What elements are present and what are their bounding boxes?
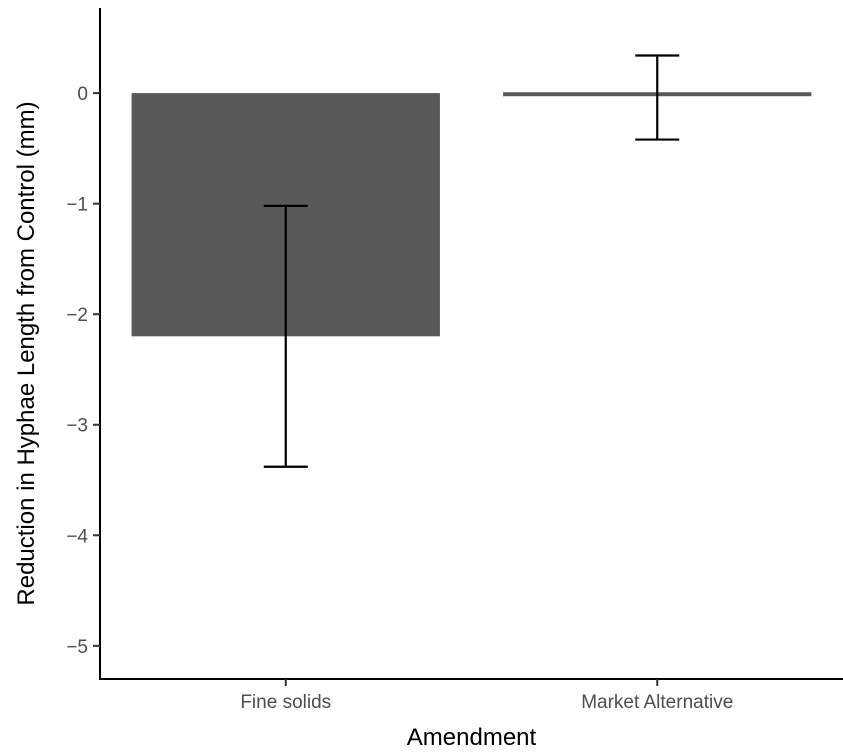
- y-tick-label: −5: [66, 637, 88, 658]
- error-bar-market-alternative: [635, 54, 680, 141]
- error-bars-layer: [263, 54, 680, 468]
- y-tick-label: −4: [66, 526, 88, 547]
- x-tick-label: Market Alternative: [581, 692, 733, 713]
- y-axis-title: Reduction in Hyphae Length from Control …: [13, 101, 40, 605]
- x-ticks-layer: Fine solids Market Alternative: [240, 679, 733, 713]
- axes-layer: [99, 8, 843, 680]
- x-tick-label: Fine solids: [240, 692, 331, 713]
- y-ticks-layer: 0 −1 −2 −3 −4 −5: [66, 84, 100, 658]
- bars-layer: [131, 92, 812, 337]
- error-bar-fine-solids: [263, 204, 308, 468]
- x-axis-title: Amendment: [407, 724, 537, 751]
- y-tick-label: −3: [66, 416, 88, 437]
- y-tick-label: 0: [77, 84, 88, 105]
- y-tick-label: −2: [66, 305, 88, 326]
- y-tick-label: −1: [66, 195, 88, 216]
